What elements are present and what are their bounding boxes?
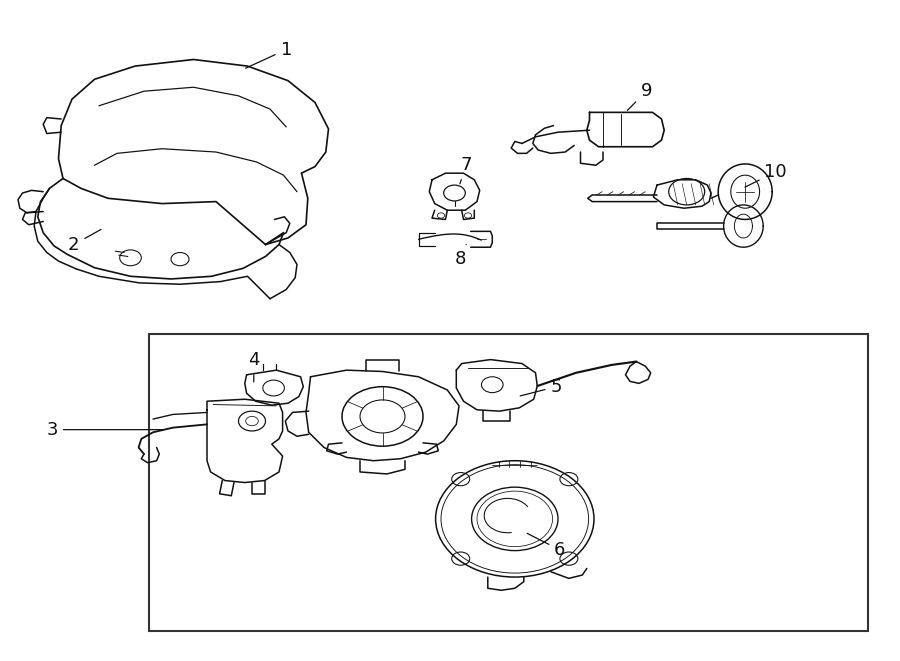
Text: 3: 3 <box>47 420 164 439</box>
Text: 9: 9 <box>627 82 652 110</box>
Text: 1: 1 <box>246 40 292 68</box>
Text: 8: 8 <box>455 245 466 268</box>
Text: 2: 2 <box>68 229 101 254</box>
Text: 6: 6 <box>527 533 565 559</box>
Bar <box>148 334 868 631</box>
Text: 5: 5 <box>520 377 562 396</box>
Text: 4: 4 <box>248 351 259 382</box>
Text: 10: 10 <box>745 163 788 187</box>
Text: 7: 7 <box>460 156 472 184</box>
